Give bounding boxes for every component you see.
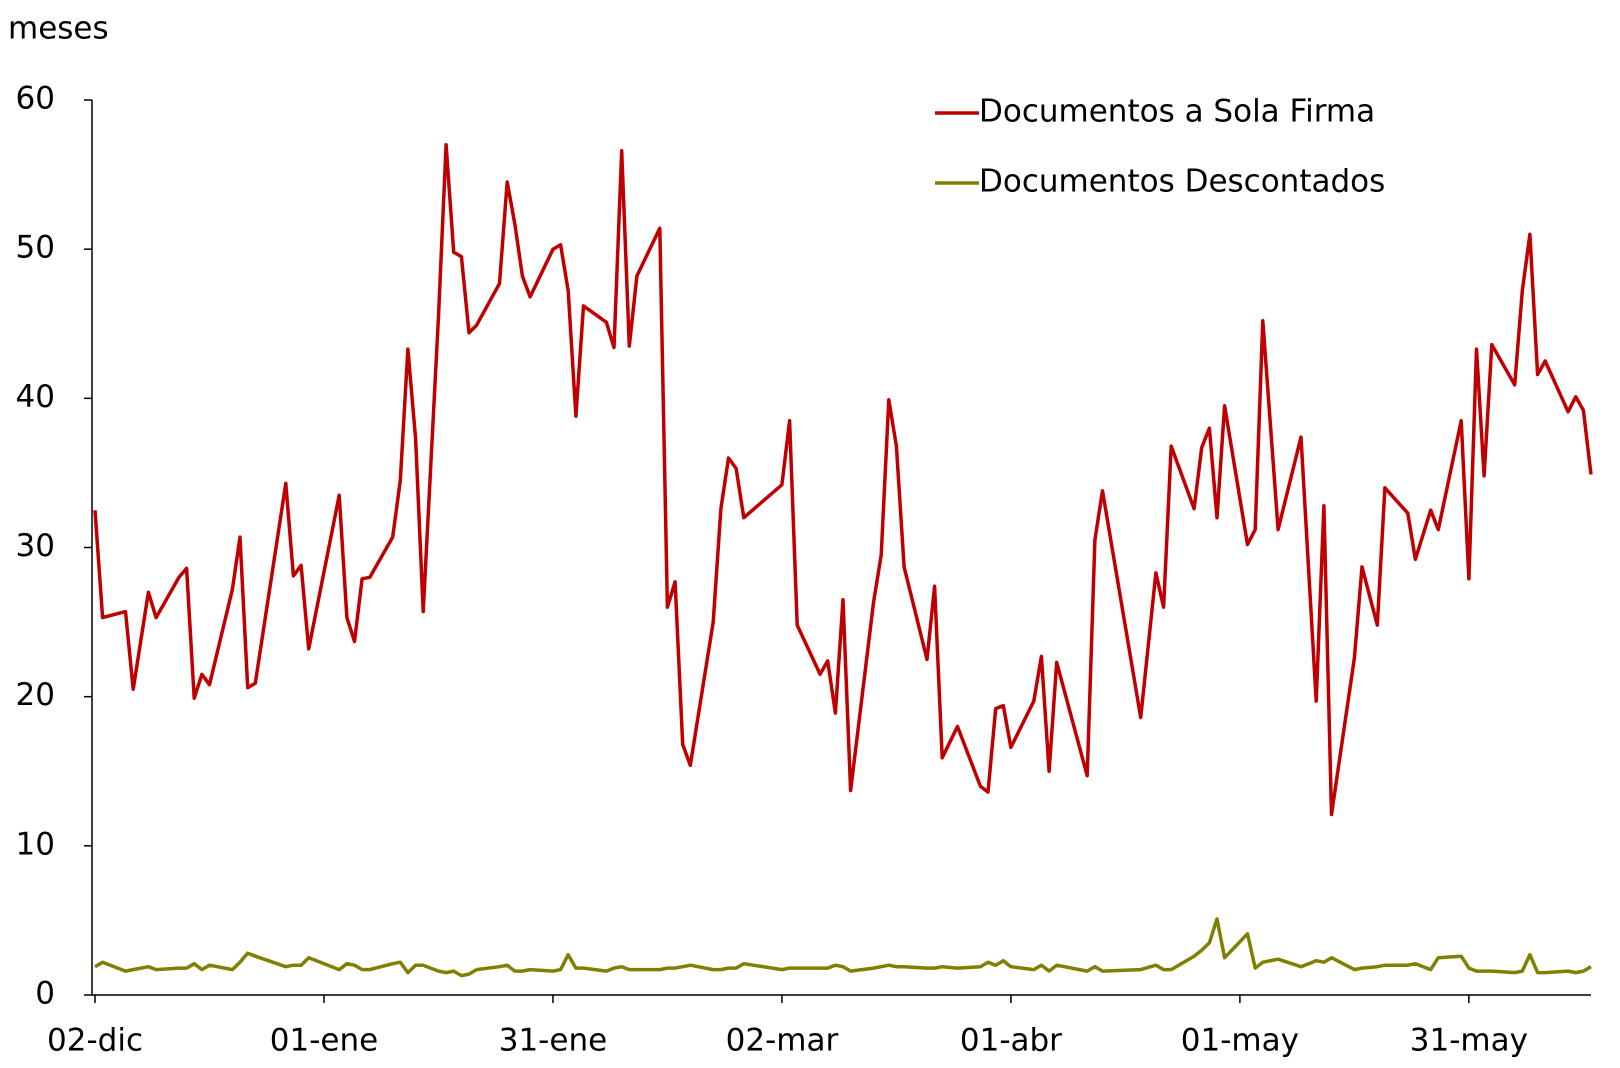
legend-label: Documentos a Sola Firma [979,94,1375,130]
x-tick-label: 01-abr [960,1023,1062,1059]
x-tick-label: 31-ene [499,1023,607,1059]
y-tick-label: 10 [16,826,55,862]
x-tick-label: 01-ene [270,1023,378,1059]
x-tick-label: 01-may [1181,1023,1299,1059]
y-tick-label: 50 [16,230,55,266]
y-axis-label: meses [8,11,109,47]
y-tick-label: 20 [16,677,55,713]
y-tick-label: 0 [35,976,55,1012]
series-line [93,143,1593,817]
legend-label: Documentos Descontados [979,164,1385,200]
x-tick-label: 02-dic [47,1023,143,1059]
y-tick-label: 40 [16,379,55,415]
y-tick-label: 60 [16,81,55,117]
x-tick-label: 31-may [1410,1023,1528,1059]
series-line [94,917,1592,978]
y-tick-label: 30 [16,528,55,564]
x-tick-label: 02-mar [726,1023,839,1059]
